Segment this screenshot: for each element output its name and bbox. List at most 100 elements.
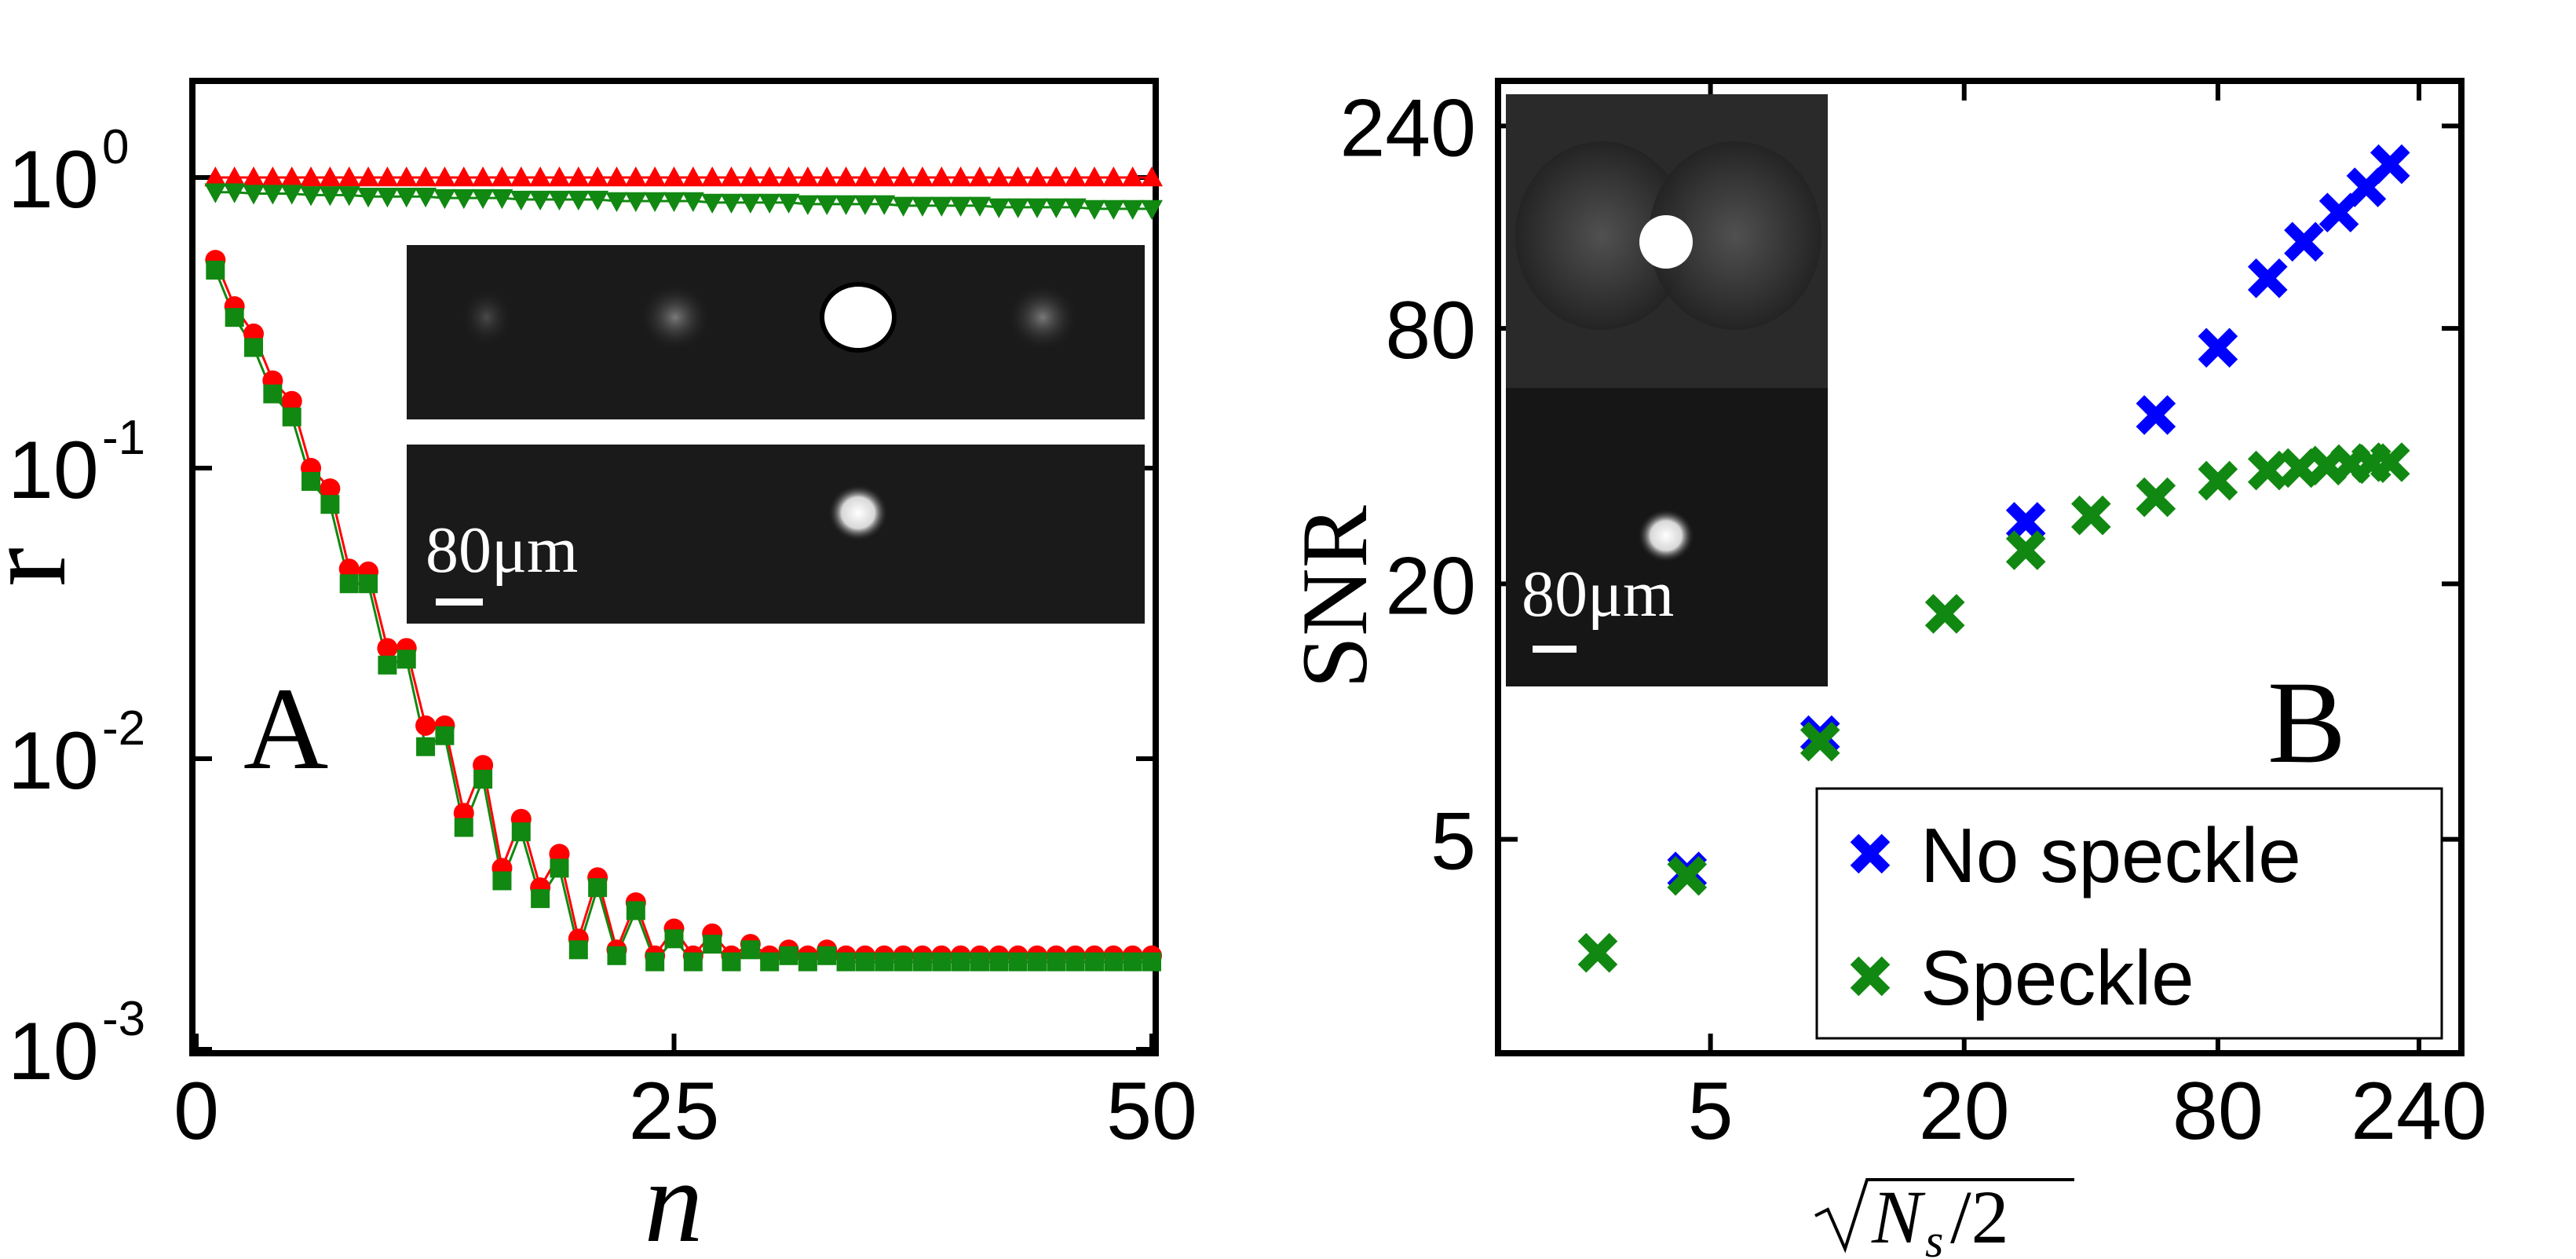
data-point-speckle xyxy=(2247,450,2288,491)
data-point-triangle-up xyxy=(261,167,284,187)
y-tick-label: 10 xyxy=(8,1006,99,1097)
panel-a-y-axis-label: r xyxy=(0,547,90,587)
data-point-triangle-down xyxy=(510,190,532,211)
data-point-square xyxy=(301,471,321,491)
data-point-triangle-down xyxy=(739,193,762,214)
data-point-triangle-down xyxy=(452,188,475,210)
data-point-triangle-up xyxy=(777,167,800,187)
panel-b-letter: B xyxy=(2267,657,2346,788)
speckle-lobe-right xyxy=(1649,141,1821,330)
y-tick-exponent: -1 xyxy=(102,411,145,465)
data-point-no-speckle xyxy=(2247,258,2288,298)
x-tick-label: 0 xyxy=(174,1066,219,1157)
svg-text:s: s xyxy=(1925,1215,1943,1259)
data-point-triangle-up xyxy=(204,167,227,187)
data-point-no-speckle xyxy=(2370,144,2410,185)
data-point-triangle-up xyxy=(739,167,762,187)
data-point-triangle-up xyxy=(223,167,246,187)
data-point-triangle-up xyxy=(338,167,360,187)
y-tick-label: 240 xyxy=(1339,82,1476,174)
data-point-square xyxy=(531,889,550,909)
data-point-square xyxy=(1065,952,1085,972)
data-point-triangle-down xyxy=(644,192,667,212)
panel-b-x-tick-marks: 5 20 80 240 xyxy=(1688,81,2487,1157)
data-point-triangle-up xyxy=(433,167,456,187)
data-point-triangle-up xyxy=(472,167,495,187)
data-point-square xyxy=(836,952,856,972)
inset-spot-bright xyxy=(820,282,897,353)
data-point-triangle-up xyxy=(720,167,743,187)
y-tick-label: 5 xyxy=(1431,796,1476,888)
inset-spot-faint xyxy=(460,287,513,347)
panel-b-x-axis-label: N s /2 xyxy=(1814,1175,2074,1259)
inset-spot-dim-left xyxy=(639,283,711,352)
panel-a-x-axis-label: n xyxy=(645,1136,703,1259)
data-point-triangle-up xyxy=(911,167,934,187)
data-point-triangle-down xyxy=(988,198,1010,218)
data-point-triangle-down xyxy=(816,195,839,215)
data-point-triangle-down xyxy=(433,188,456,210)
x-tick-label: 240 xyxy=(2351,1066,2487,1157)
data-point-triangle-up xyxy=(319,167,342,187)
data-point-triangle-up xyxy=(988,167,1010,187)
data-point-triangle-down xyxy=(835,195,857,215)
legend-marker-1 xyxy=(1850,956,1891,997)
svg-text:N: N xyxy=(1871,1175,1926,1259)
data-point-square xyxy=(550,858,569,878)
data-point-circle xyxy=(320,478,341,500)
data-point-triangle-down xyxy=(777,193,800,214)
data-point-square xyxy=(473,770,493,789)
data-point-triangle-down xyxy=(968,196,991,217)
panel-b-y-tick-marks: 5 20 80 240 xyxy=(1339,82,2461,888)
x-tick-label: 50 xyxy=(1106,1066,1197,1157)
y-tick-label: 20 xyxy=(1385,540,1476,631)
data-point-triangle-up xyxy=(605,167,628,187)
data-point-speckle xyxy=(1577,932,1618,973)
legend-label-0: No speckle xyxy=(1920,812,2301,899)
data-point-triangle-down xyxy=(681,192,704,212)
x-tick-label: 25 xyxy=(629,1066,720,1157)
data-point-square xyxy=(416,737,436,756)
panel-b-scale-bar xyxy=(1533,646,1577,653)
panel-b: 5 20 80 240 5 20 80 240 80μm B No speckle Speck… xyxy=(1282,78,2487,1259)
data-point-square xyxy=(1008,952,1028,972)
panel-a-x-tick-marks: 0 25 50 xyxy=(174,1034,1197,1157)
data-point-square xyxy=(855,952,875,972)
data-point-square xyxy=(798,952,817,972)
data-point-square xyxy=(645,952,665,972)
data-point-square xyxy=(607,946,627,965)
data-point-square xyxy=(875,952,894,972)
data-point-square xyxy=(454,818,473,837)
data-point-triangle-up xyxy=(930,167,953,187)
data-point-triangle-up xyxy=(663,167,685,187)
data-point-triangle-down xyxy=(1083,199,1105,220)
data-point-triangle-up xyxy=(873,167,896,187)
data-point-square xyxy=(760,952,780,972)
data-point-triangle-down xyxy=(1045,198,1068,218)
y-tick-exponent: 0 xyxy=(102,120,129,174)
panel-a-scale-bar xyxy=(436,598,483,606)
data-point-triangle-up xyxy=(892,167,915,187)
data-point-square xyxy=(893,952,913,972)
y-tick-label: 10 xyxy=(8,134,99,225)
inset-spot-dim-right xyxy=(1007,283,1079,352)
data-point-no-speckle xyxy=(2284,221,2324,262)
inset-image-bottom xyxy=(407,445,1145,624)
data-point-triangle-down xyxy=(605,192,628,212)
data-point-square xyxy=(396,650,416,669)
data-point-triangle-up xyxy=(1025,167,1048,187)
data-point-square xyxy=(970,952,989,972)
data-point-triangle-down xyxy=(472,188,495,210)
data-point-square xyxy=(740,940,760,960)
data-point-square xyxy=(1084,952,1104,972)
data-point-square xyxy=(568,940,588,960)
speckle-bright-spot xyxy=(1639,215,1693,269)
x-tick-label: 5 xyxy=(1688,1066,1734,1157)
data-point-triangle-down xyxy=(1025,198,1048,218)
data-point-triangle-down xyxy=(1102,199,1125,220)
data-point-triangle-up xyxy=(415,167,437,187)
data-point-square xyxy=(511,822,531,842)
data-point-triangle-down xyxy=(395,188,418,208)
inset-spot-single xyxy=(828,485,888,541)
